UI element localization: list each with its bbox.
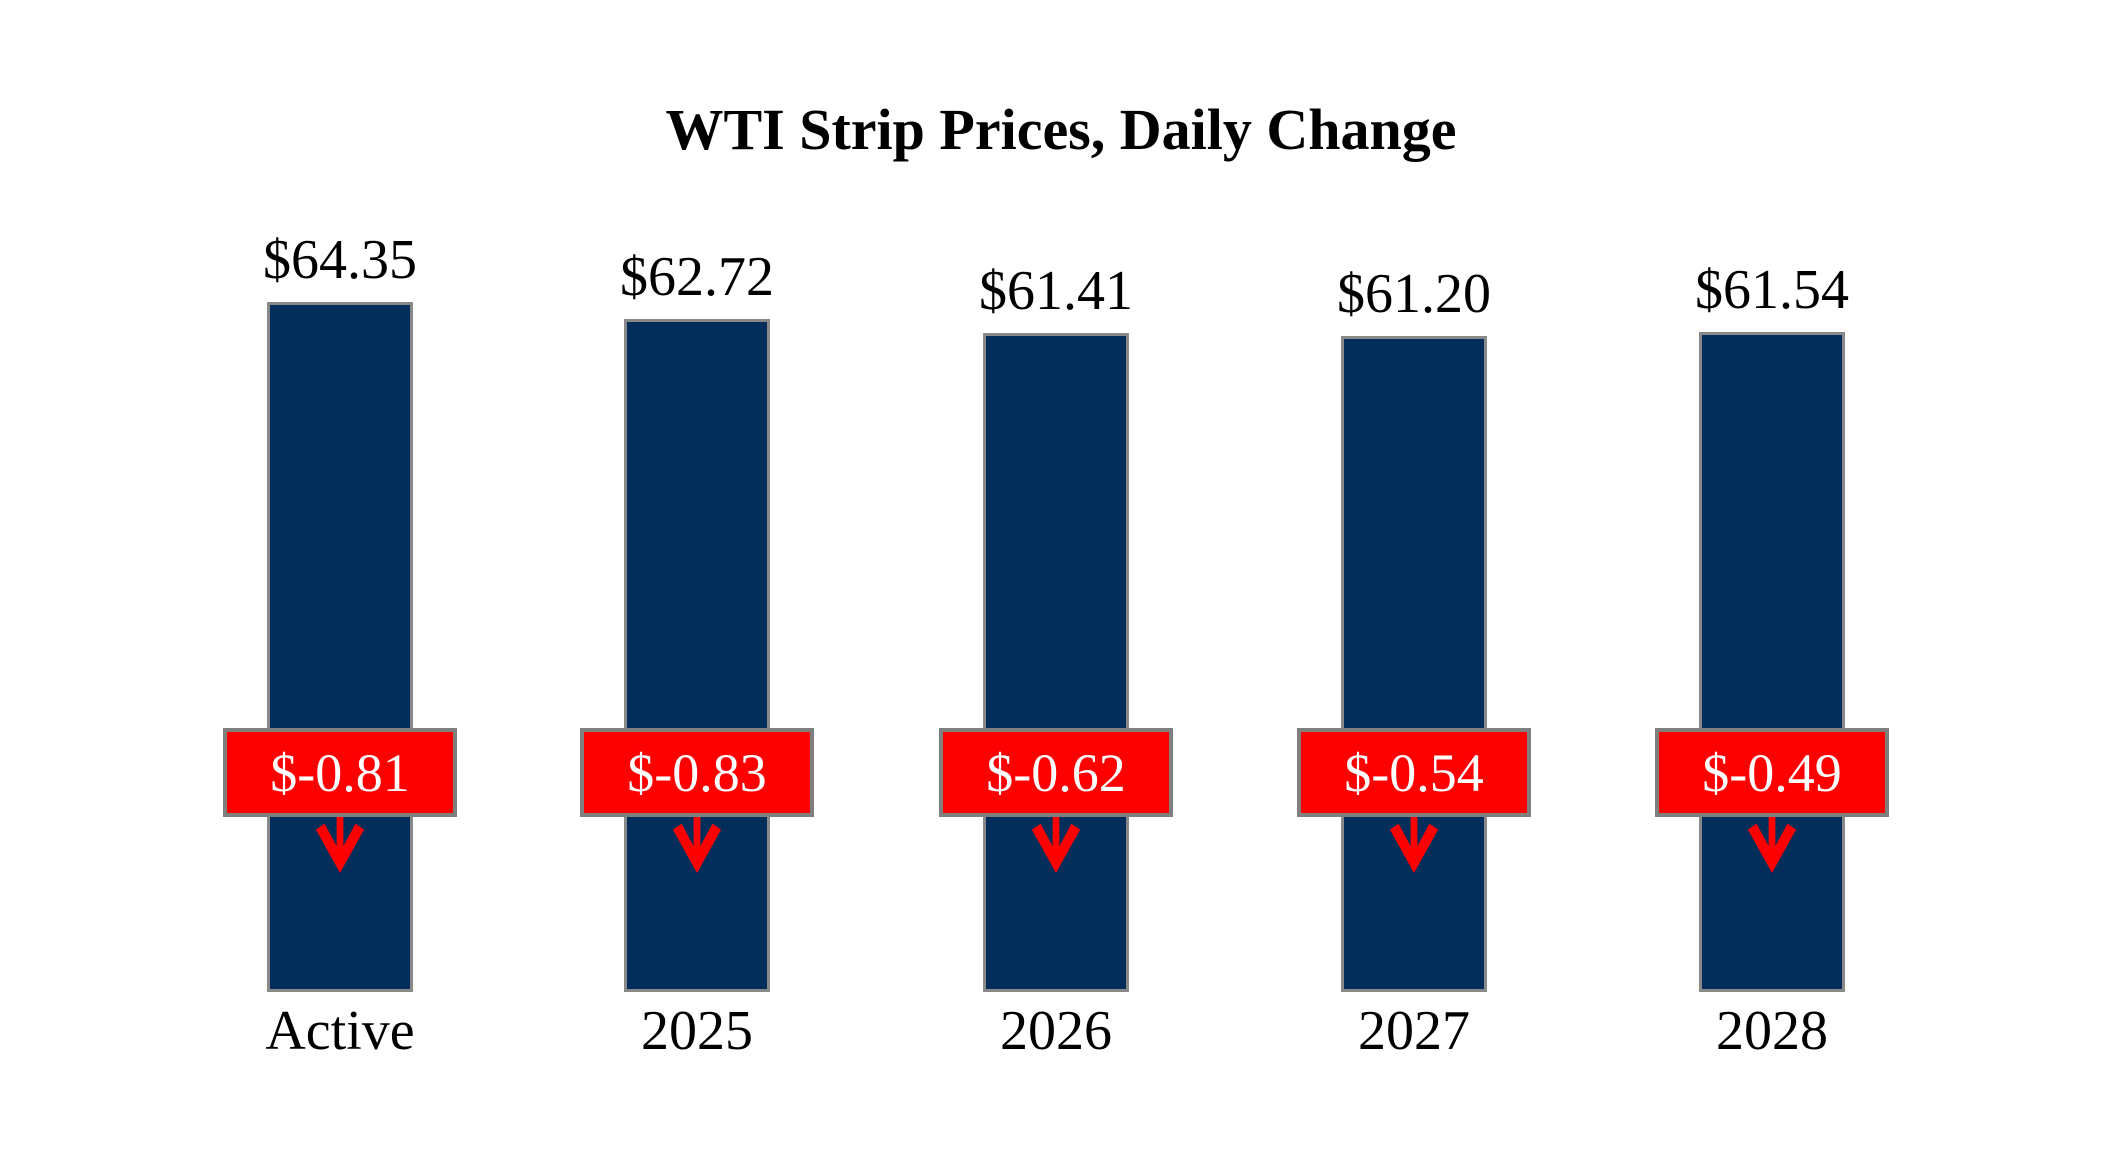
price-label: $61.20 [1337, 263, 1491, 325]
bar-group-active: $64.35 $-0.81 Active [161, 0, 519, 1152]
bar [267, 302, 413, 992]
category-label: 2026 [1000, 1000, 1112, 1062]
bar [1699, 332, 1845, 992]
category-label: 2025 [641, 1000, 753, 1062]
change-label: $-0.49 [1702, 742, 1842, 803]
category-label: 2028 [1716, 1000, 1828, 1062]
bar-group-2025: $62.72 $-0.83 2025 [518, 0, 876, 1152]
down-arrow-icon [672, 817, 722, 873]
change-callout: $-0.49 [1655, 728, 1889, 817]
change-callout: $-0.81 [223, 728, 457, 817]
down-arrow-icon [1389, 817, 1439, 873]
down-arrow-icon [315, 817, 365, 873]
bar [1341, 336, 1487, 992]
bar-group-2026: $61.41 $-0.62 2026 [877, 0, 1235, 1152]
change-label: $-0.62 [986, 742, 1126, 803]
change-callout: $-0.83 [580, 728, 814, 817]
change-label: $-0.83 [627, 742, 767, 803]
chart-title: WTI Strip Prices, Daily Change [665, 97, 1457, 162]
bar [624, 319, 770, 992]
change-label: $-0.81 [270, 742, 410, 803]
down-arrow-icon [1031, 817, 1081, 873]
change-callout: $-0.54 [1297, 728, 1531, 817]
price-label: $61.41 [979, 260, 1133, 322]
price-label: $64.35 [263, 229, 417, 291]
price-label: $61.54 [1695, 259, 1849, 321]
bar-group-2027: $61.20 $-0.54 2027 [1235, 0, 1593, 1152]
down-arrow-icon [1747, 817, 1797, 873]
bar-group-2028: $61.54 $-0.49 2028 [1593, 0, 1951, 1152]
change-label: $-0.54 [1344, 742, 1484, 803]
bar [983, 333, 1129, 992]
category-label: Active [265, 1000, 415, 1062]
change-callout: $-0.62 [939, 728, 1173, 817]
price-label: $62.72 [620, 246, 774, 308]
category-label: 2027 [1358, 1000, 1470, 1062]
